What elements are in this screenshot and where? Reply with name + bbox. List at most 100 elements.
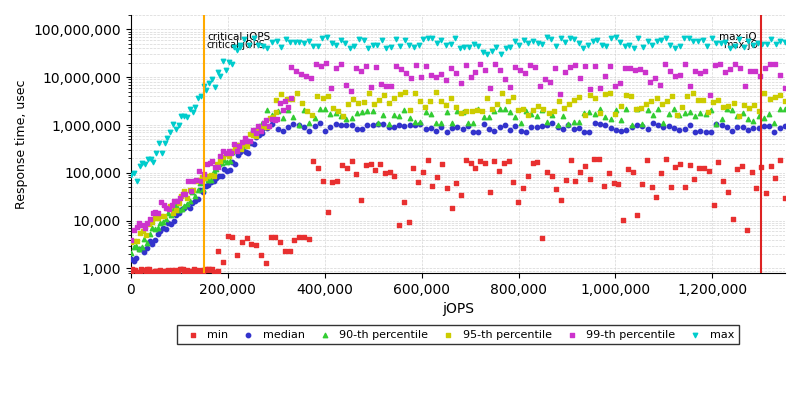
max (691, 38, 704, 44)
median (223, 167, 236, 174)
95-th percentile (625, 92, 638, 99)
median (345, 122, 358, 129)
95-th percentile (532, 103, 545, 110)
95-th percentile (125, 238, 138, 245)
min (186, 270, 199, 276)
99-th percentile (330, 65, 342, 71)
min (207, 269, 220, 276)
90-th percentile (205, 176, 218, 183)
min (146, 269, 158, 275)
median (141, 245, 154, 252)
90-th percentile (414, 118, 426, 125)
99-th percentile (244, 138, 257, 144)
95-th percentile (553, 98, 566, 105)
median (366, 121, 379, 128)
max (595, 42, 608, 48)
max (183, 106, 196, 113)
90-th percentile (520, 108, 533, 114)
median (255, 126, 268, 132)
min (335, 162, 348, 168)
median (768, 129, 781, 135)
median (403, 122, 416, 129)
90-th percentile (721, 106, 734, 112)
95-th percentile (517, 106, 530, 112)
min (626, 169, 639, 176)
95-th percentile (347, 96, 360, 102)
min (431, 173, 444, 180)
median (215, 173, 228, 180)
median (173, 210, 186, 216)
99-th percentile (758, 64, 771, 71)
max (526, 38, 539, 44)
median (525, 124, 538, 130)
90-th percentile (758, 114, 770, 121)
median (652, 122, 665, 128)
min (235, 239, 248, 245)
95-th percentile (661, 98, 674, 105)
99-th percentile (519, 69, 532, 76)
min (125, 268, 138, 274)
median (125, 256, 138, 262)
99-th percentile (489, 61, 502, 67)
median (504, 127, 517, 133)
min (393, 222, 406, 228)
95-th percentile (470, 107, 483, 114)
median (199, 183, 212, 189)
95-th percentile (326, 105, 339, 112)
max (127, 170, 140, 177)
90-th percentile (435, 120, 448, 126)
99-th percentile (744, 68, 757, 75)
90-th percentile (614, 117, 627, 123)
90-th percentile (731, 113, 744, 119)
median (183, 205, 196, 211)
min (440, 185, 453, 191)
max (499, 45, 512, 52)
95-th percentile (166, 210, 179, 216)
max (472, 43, 485, 49)
min (364, 161, 377, 167)
min (726, 216, 739, 222)
95-th percentile (696, 97, 709, 103)
90-th percentile (130, 243, 143, 250)
max (375, 37, 388, 43)
max (462, 44, 475, 50)
min (245, 241, 258, 248)
max (682, 35, 695, 41)
max (200, 87, 213, 93)
99-th percentile (158, 201, 170, 208)
95-th percentile (634, 105, 647, 112)
90-th percentile (694, 110, 707, 116)
max (558, 39, 571, 45)
Y-axis label: Response time, usec: Response time, usec (15, 79, 28, 209)
min (769, 174, 782, 181)
95-th percentile (562, 101, 575, 107)
max (476, 48, 489, 55)
99-th percentile (258, 120, 270, 126)
max (536, 41, 549, 48)
99-th percentile (609, 83, 622, 90)
95-th percentile (311, 92, 324, 99)
median (194, 187, 207, 194)
99-th percentile (599, 73, 612, 80)
median (721, 124, 734, 131)
median (181, 203, 194, 209)
max (541, 34, 554, 40)
min (488, 158, 501, 164)
median (466, 129, 479, 135)
99-th percentile (754, 72, 766, 79)
99-th percentile (390, 63, 402, 69)
max (316, 35, 329, 41)
max (618, 43, 631, 49)
min (153, 268, 166, 275)
95-th percentile (712, 97, 725, 103)
max (209, 84, 222, 90)
median (530, 124, 543, 130)
95-th percentile (506, 94, 519, 100)
min (194, 267, 206, 274)
max (508, 38, 521, 44)
median (678, 125, 691, 132)
99-th percentile (564, 64, 577, 70)
min (422, 157, 434, 164)
min (450, 180, 462, 187)
99-th percentile (714, 61, 726, 67)
